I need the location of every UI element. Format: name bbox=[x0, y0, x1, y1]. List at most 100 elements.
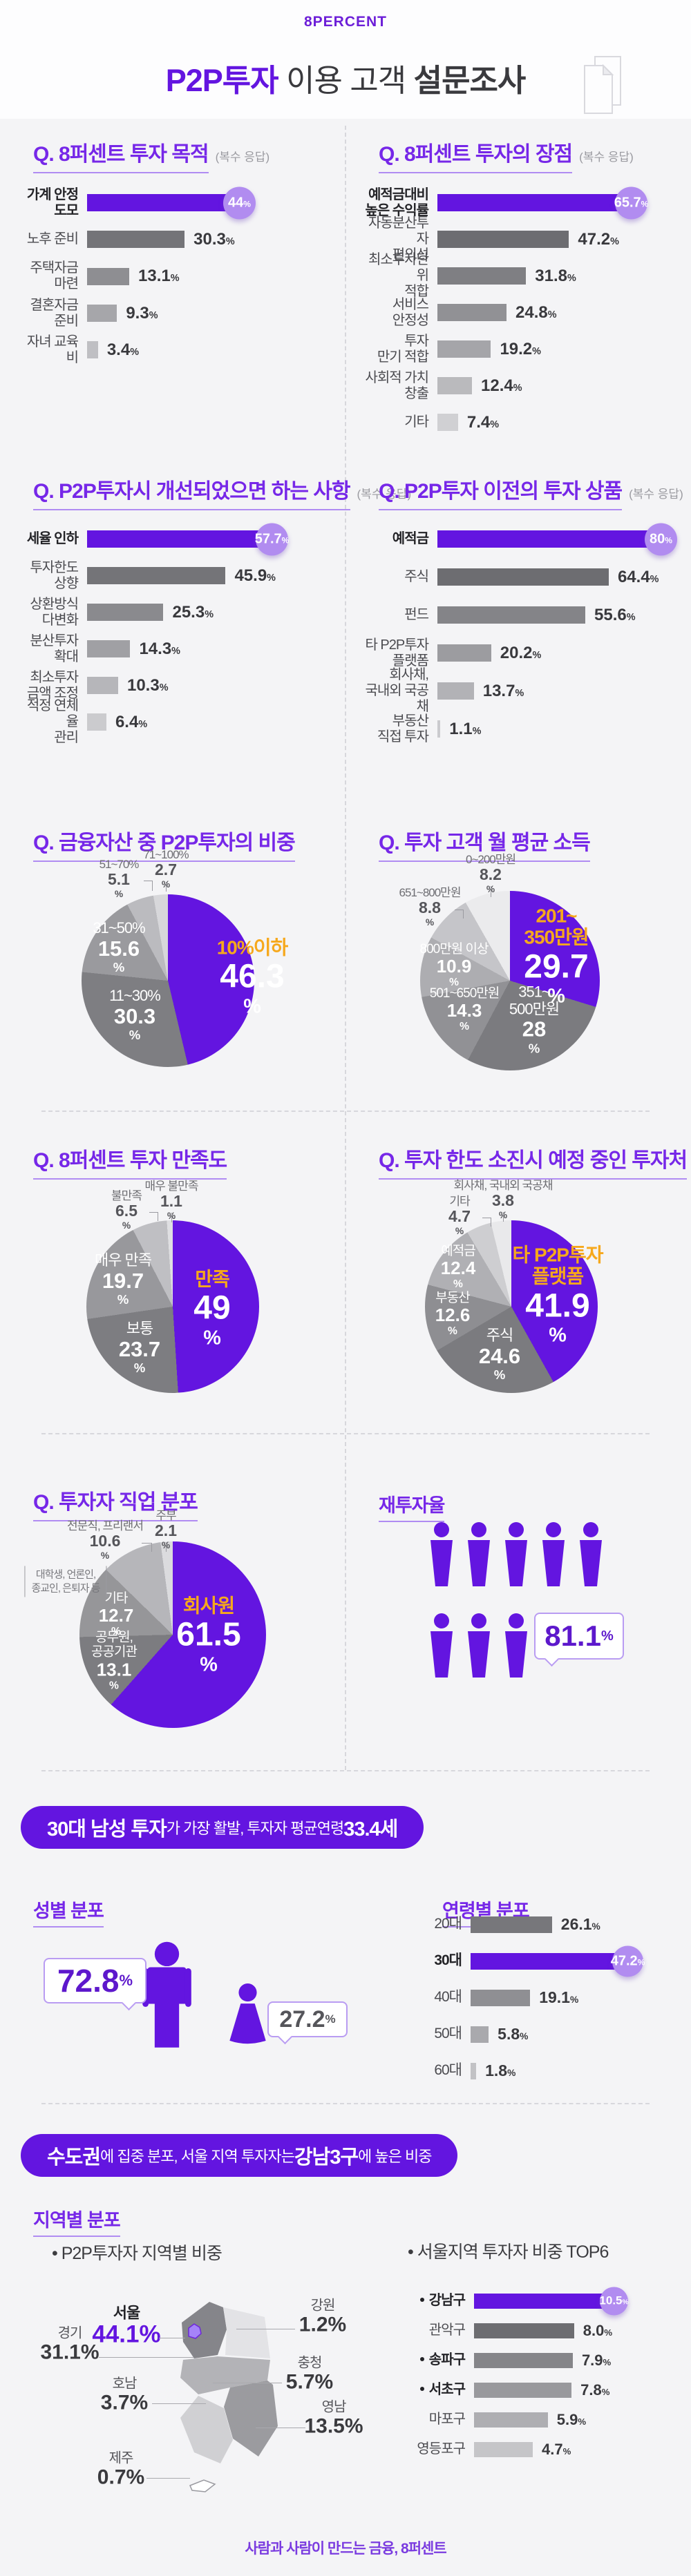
bar bbox=[471, 1916, 552, 1933]
pie-label: 51~70% 5.1% bbox=[99, 857, 140, 899]
bar bbox=[471, 1989, 531, 2006]
bar-row: 주식 64.4% bbox=[363, 558, 681, 596]
bar bbox=[87, 640, 131, 657]
pie-chart bbox=[79, 1541, 266, 1728]
value-badge: 80% bbox=[645, 523, 677, 555]
bar-value: 5.8% bbox=[498, 2025, 529, 2043]
map-region-jeju bbox=[189, 2479, 216, 2492]
bar bbox=[471, 1952, 618, 1970]
divider bbox=[41, 2103, 650, 2104]
bar-label: 주식 bbox=[404, 569, 429, 584]
map-region-gyeonggi bbox=[182, 2302, 227, 2358]
bar-value: 14.3% bbox=[139, 639, 180, 658]
chart-title: Q. 8퍼센트 투자 목적 bbox=[33, 137, 209, 173]
divider bbox=[41, 1770, 650, 1771]
bar-row: 50대 5.8% bbox=[377, 2016, 677, 2053]
bar-row: 기타 7.4% bbox=[363, 404, 681, 441]
chart-next-invest: Q. 투자 한도 소진시 예정 중인 투자처 타 P2P투자 플랫폼 41.9% 주… bbox=[359, 1143, 688, 1426]
bar bbox=[437, 720, 441, 738]
bar bbox=[471, 2062, 477, 2079]
reinvest-value-bubble: 81.1% bbox=[534, 1613, 624, 1660]
person-icon bbox=[505, 1613, 527, 1678]
chart-satisfaction: Q. 8퍼센트 투자 만족도 만족 49% 보통 23.7% 매우 만족 19.7% 불만족… bbox=[28, 1143, 335, 1426]
pie-label: 651~800만원 8.8% bbox=[399, 885, 462, 927]
banner-text: 에 집중 분포, 서울 지역 투자자는 bbox=[100, 2148, 295, 2165]
leader-line bbox=[166, 882, 167, 892]
person-icon bbox=[468, 1522, 490, 1586]
banner-bold: 수도권 bbox=[47, 2146, 101, 2169]
value-badge: 57.7% bbox=[255, 523, 289, 555]
bar-label: 타 P2P투자 플랫폼 bbox=[365, 637, 429, 669]
bar bbox=[474, 2382, 572, 2398]
person-icon bbox=[430, 1522, 453, 1586]
bar-label: 최소투자단위 적합 bbox=[368, 252, 429, 299]
pie-label: 71~100% 2.7% bbox=[143, 847, 189, 890]
bar-value: 45.9% bbox=[234, 566, 276, 585]
bar-value: 10.3% bbox=[126, 675, 169, 695]
bar-label: 예적금대비 높은 수익률 bbox=[365, 186, 429, 218]
pie-label: 공무원, 공공기관 13.1% bbox=[91, 1630, 138, 1692]
bar-row: 상환방식 다변화 25.3% bbox=[24, 594, 339, 631]
bar-label: 예적금 bbox=[392, 531, 429, 546]
bar bbox=[437, 568, 609, 586]
bar-value: 26.1% bbox=[560, 1915, 600, 1933]
divider bbox=[41, 1433, 650, 1434]
pie-label: 타 P2P투자 플랫폼 41.9% bbox=[512, 1244, 604, 1347]
bar-label: 20대 bbox=[434, 1916, 462, 1932]
chart-subtitle: • P2P투자자 지역별 비중 bbox=[52, 2244, 223, 2263]
pie-label: 만족 49% bbox=[193, 1268, 231, 1349]
pie-label: 11~30% 30.3% bbox=[109, 986, 161, 1043]
banner-bold: 33.4세 bbox=[343, 1818, 398, 1840]
bar-row: 적정 연체율 관리 6.4% bbox=[24, 698, 339, 745]
bar-row: 관악구 8.0% bbox=[377, 2316, 688, 2345]
bar bbox=[437, 644, 491, 662]
chart-age: 연령별 분포 20대 26.1% 30대 47.2% 40대 19.1% 50대 5.8% 60… bbox=[377, 1889, 677, 2096]
footer-slogan: 사람과 사람이 만드는 금융, 8퍼센트 bbox=[245, 2541, 446, 2557]
pie-label: 10%이하 46.3% bbox=[216, 936, 289, 1018]
chart-note: (복수 응답) bbox=[629, 488, 683, 501]
region-label: 서울 44.1% bbox=[92, 2304, 161, 2348]
pie-label: 불만족 6.5% bbox=[111, 1189, 142, 1231]
bar-row: 서비스 안정성 24.8% bbox=[363, 294, 681, 331]
pie-label: 201~ 350만원 29.7% bbox=[524, 905, 589, 1008]
bar-row: 분산투자 확대 14.3% bbox=[24, 631, 339, 667]
banner-text: 에 높은 비중 bbox=[358, 2148, 432, 2165]
bar bbox=[87, 713, 106, 731]
chart-advantage: Q. 8퍼센트 투자의 장점 (복수 응답) 예적금대비 높은 수익률 65.7% 자… bbox=[363, 137, 681, 461]
page-title: P2P투자 이용 고객 설문조사 bbox=[0, 55, 691, 100]
person-icon bbox=[580, 1522, 602, 1586]
person-icon bbox=[505, 1522, 527, 1586]
map-region-yeongnam bbox=[224, 2381, 278, 2457]
document-icon bbox=[584, 56, 621, 114]
map-region-gangwon bbox=[223, 2307, 270, 2358]
chart-title: Q. P2P투자시 개선되었으면 하는 사항 bbox=[33, 474, 351, 510]
bar bbox=[474, 2293, 605, 2309]
chart-note: (복수 응답) bbox=[579, 151, 634, 164]
pie-label: 부동산 12.6% bbox=[435, 1291, 471, 1338]
leader-line bbox=[455, 910, 464, 919]
chart-title: 지역별 분포 bbox=[33, 2205, 121, 2237]
bar-row: 예적금 80% bbox=[363, 520, 681, 558]
leader-line bbox=[99, 2357, 193, 2358]
pie-label: 31~50% 15.6% bbox=[93, 919, 145, 975]
bar-row: 투자한도 상향 45.9% bbox=[24, 557, 339, 594]
bar bbox=[437, 377, 472, 394]
pie-label: 501~650만원 14.3% bbox=[429, 986, 500, 1033]
pie-label: 351~ 500만원 28% bbox=[509, 983, 560, 1056]
banner-activity: 30대 남성 투자 가 가장 활발, 투자자 평균연령 33.4세 bbox=[21, 1806, 424, 1849]
map-region-chungcheong bbox=[180, 2356, 270, 2394]
bar bbox=[437, 231, 569, 248]
male-value: 72.8 bbox=[57, 1963, 120, 1999]
bar-row: 사회적 가치 창출 12.4% bbox=[363, 367, 681, 404]
chart-reinvest: 재투자율 81.1% bbox=[377, 1478, 674, 1706]
region-label: 호남 3.7% bbox=[100, 2376, 149, 2414]
pie-label: 전문직, 프리랜서 10.6% bbox=[67, 1519, 144, 1561]
bullet-dot bbox=[419, 2298, 424, 2303]
divider bbox=[345, 126, 346, 1770]
bar bbox=[474, 2412, 548, 2428]
bar-value: 64.4% bbox=[617, 567, 659, 586]
chart-title: 재투자율 bbox=[379, 1490, 445, 1522]
page-title-highlight: P2P투자 bbox=[165, 63, 279, 98]
bar-value: 7.4% bbox=[466, 412, 500, 432]
